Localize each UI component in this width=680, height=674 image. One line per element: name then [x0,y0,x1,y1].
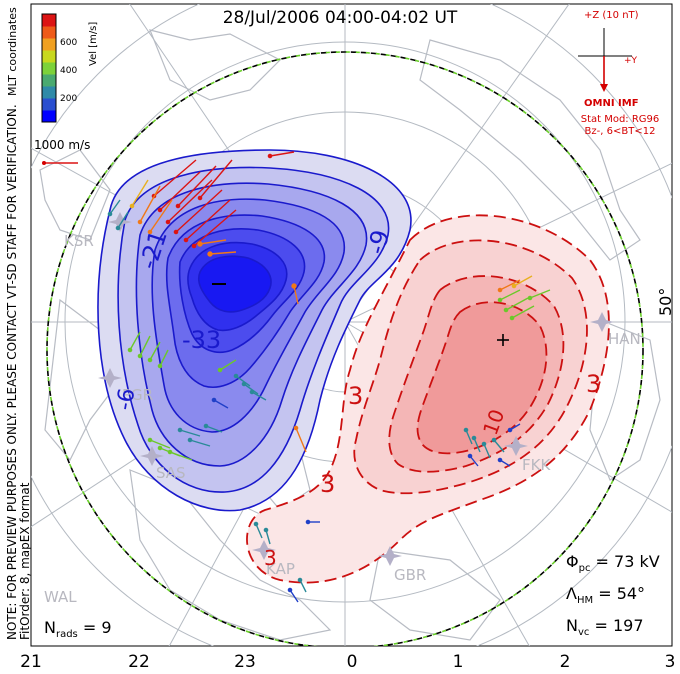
color-bar-tick: 600 [60,38,78,48]
color-bar-segment [42,14,56,27]
mlt-tick: 21 [20,652,42,672]
station-sas: SAS [156,464,186,482]
contour-label: 3 [348,382,364,410]
preview-note: NOTE: FOR PREVIEW PURPOSES ONLY. PLEASE … [5,104,32,640]
imf-scale-label: +Z (10 nT) [584,10,639,21]
nvc-sub: vc [577,627,590,639]
contour-label: 3 [264,546,277,570]
mlt-tick: 2 [559,652,571,672]
color-bar-segment [42,50,56,63]
station-kap: KAP [266,560,295,578]
color-bar-segment [42,38,56,51]
nrads-value: = 9 [77,618,112,637]
potential-maximum-marker [497,334,509,346]
color-bar-segment [42,26,56,39]
imf-source-label: OMNI IMF [584,98,639,109]
color-bar-outline [41,13,57,123]
phi-symbol: Φ [566,552,579,571]
phi-sub: pc [578,563,591,575]
map-title: 28/Jul/2006 04:00-04:02 UT [222,8,458,28]
mlt-tick: 23 [234,652,256,672]
coordinate-mode-label: MLT coordinates [6,7,19,96]
contour-label: -33 [182,326,222,354]
color-bar-segment [42,86,56,99]
stat-model-line1: Stat Mod: RG96 [580,114,660,125]
contour-label: 3 [320,470,336,498]
reference-vector-label: 1000 m/s [34,138,91,152]
nvc-value: = 197 [589,616,644,635]
vector-count: Nvc = 197 [566,616,644,638]
negative-potential-cell [97,149,412,512]
hm-boundary-overlay [46,51,644,646]
cross-polar-potential: Φpc = 73 kV [566,552,660,574]
contour-label: 10 [478,406,510,439]
lambda-value: = 54° [593,584,646,603]
nvc-symbol: N [566,616,578,635]
mlt-tick: 22 [128,652,150,672]
mlt-tick: 0 [346,652,358,672]
nrads-sub: rads [55,629,78,641]
imf-y-label: +Y [624,56,638,66]
station-ksr: KSR [64,232,94,250]
contour-label: -9 [362,226,396,258]
color-bar-segment [42,74,56,87]
preview-note-line2: FitOrder: 8, mapEX format [18,482,32,640]
color-bar-segment [42,62,56,75]
station-wal: WAL [44,588,77,606]
station-markers [98,212,614,566]
contour-label: -6 [112,386,141,413]
hm-latitude: ΛHM = 54° [566,584,645,606]
color-bar-segment [42,110,56,123]
color-bar-segment [42,98,56,111]
station-gbr: GBR [394,566,427,584]
contour-label: -21 [134,226,173,273]
mlt-tick: 1 [452,652,464,672]
imf-dial [578,28,632,92]
velocity-vectors [44,151,551,603]
positive-potential-cell [246,214,610,584]
stat-model-label: Stat Mod: RG96 Bz-, 6<BT<12 [570,114,670,138]
mlt-tick: 3 [664,652,676,672]
phi-value: = 73 kV [590,552,660,571]
color-bar-tick: 400 [60,66,78,76]
color-bar-title: Vel [m/s] [88,21,99,66]
radar-count: Nrads = 9 [44,618,112,640]
station-han: HAN [608,330,641,348]
latitude-label: 50° [656,287,675,316]
station-fkk: FKK [522,456,551,474]
stat-model-line2: Bz-, 6<BT<12 [584,126,656,137]
reference-vector-dot [42,161,46,165]
lambda-symbol: Λ [566,584,577,603]
station-pgr: PGR [122,386,154,404]
velocity-color-bar [41,13,57,123]
lambda-sub: HM [576,595,594,607]
nrads-symbol: N [44,618,56,637]
color-bar-tick: 200 [60,94,78,104]
contour-label: 3 [586,370,602,398]
